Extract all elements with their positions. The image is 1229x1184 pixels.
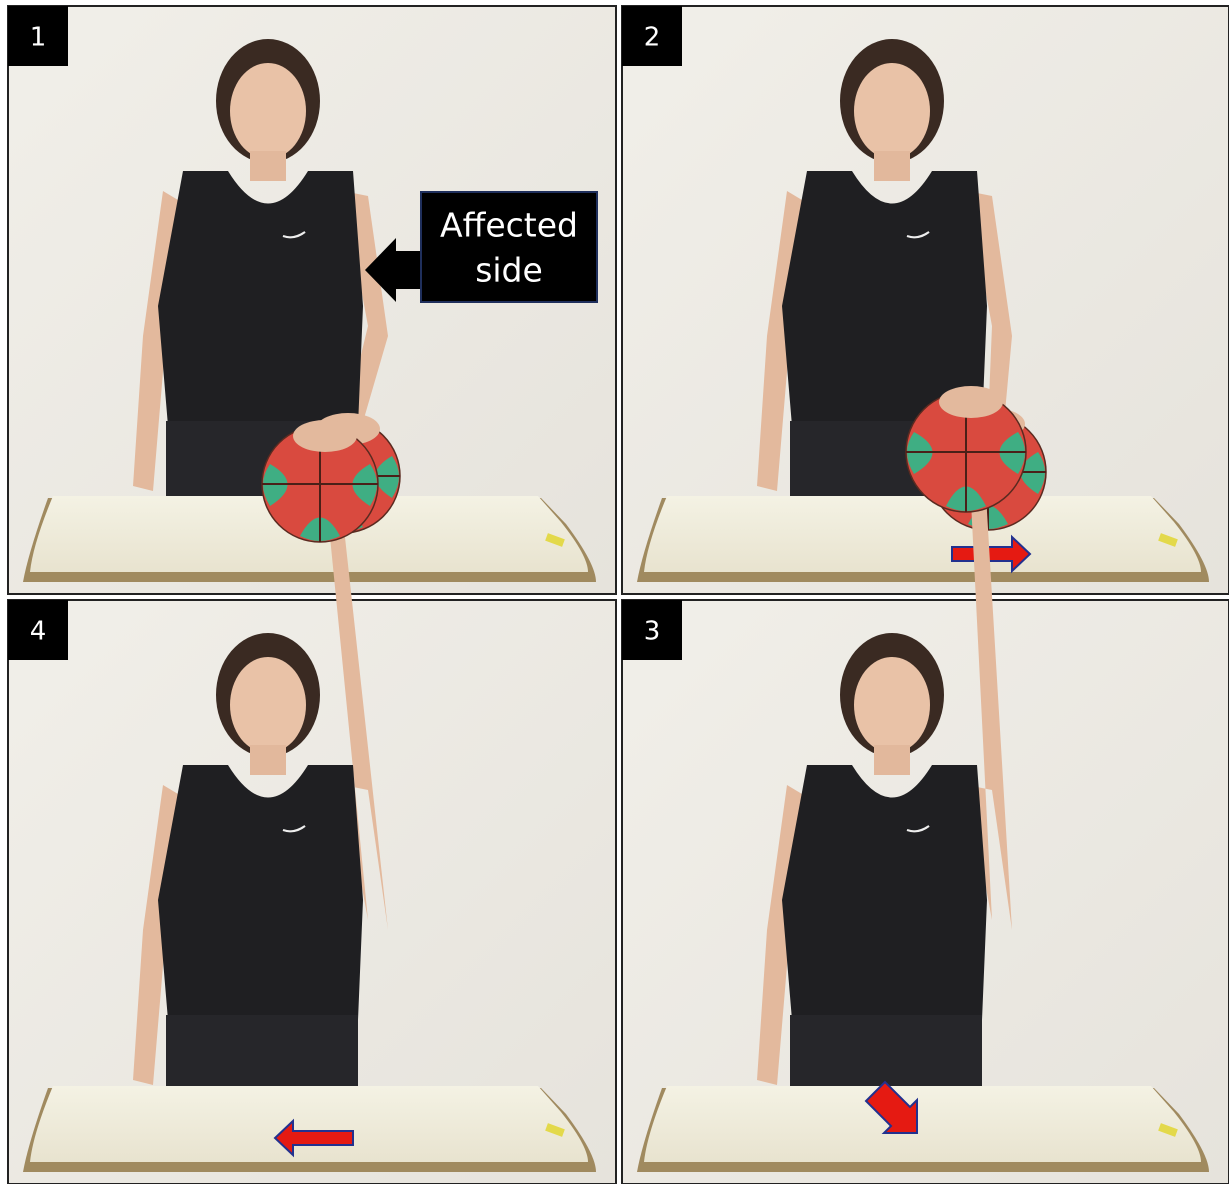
table-tag (1158, 533, 1178, 547)
panel: 4 (7, 420, 617, 1184)
step-number-box (622, 6, 682, 66)
face (854, 657, 930, 753)
face (854, 63, 930, 159)
shirt (158, 171, 363, 426)
table-tag (545, 533, 565, 547)
annotation-text: Affected (440, 206, 578, 245)
shirt (158, 765, 363, 1020)
logo (282, 231, 306, 239)
panel: 1 Affected side (7, 5, 617, 595)
logo (906, 231, 930, 239)
step-number-box (8, 600, 68, 660)
table-top (30, 1086, 588, 1162)
direction-arrow (951, 534, 1032, 574)
hand (293, 420, 357, 452)
table-top (644, 496, 1201, 572)
panel: 3 (621, 386, 1229, 1184)
shirt (782, 765, 987, 1020)
step-number: 2 (644, 23, 661, 53)
neck (250, 151, 286, 181)
table-tag (545, 1123, 565, 1137)
table-top (644, 1086, 1201, 1162)
step-number: 1 (30, 23, 47, 53)
hand (939, 386, 1003, 418)
annotation-text: side (475, 251, 543, 290)
right-arm (320, 436, 388, 930)
face (230, 63, 306, 159)
step-number-box (622, 600, 682, 660)
step-number: 3 (644, 617, 661, 647)
direction-arrow (864, 1080, 918, 1134)
neck (250, 745, 286, 775)
table-tag (1158, 1123, 1178, 1137)
step-number-box (8, 6, 68, 66)
logo (906, 825, 930, 833)
logo (282, 825, 306, 833)
neck (874, 745, 910, 775)
direction-arrow (273, 1118, 354, 1158)
panel: 2 (621, 5, 1229, 595)
annotation-box (420, 191, 598, 303)
step-number: 4 (30, 617, 47, 647)
shirt (782, 171, 987, 426)
neck (874, 151, 910, 181)
annotation-arrow (365, 238, 426, 302)
face (230, 657, 306, 753)
